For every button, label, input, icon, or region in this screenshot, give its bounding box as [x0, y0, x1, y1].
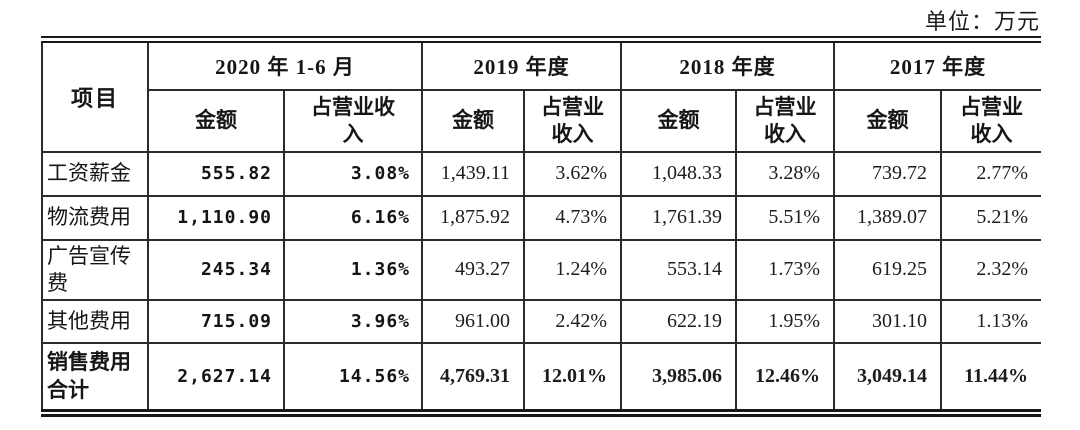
col-header-amount-2020h1: 金额 — [147, 88, 285, 153]
table-cell: 553.14 — [620, 238, 737, 302]
col-header-period-2019: 2019 年度 — [421, 38, 622, 91]
col-header-ratio-2017: 占营业收入 — [940, 88, 1041, 153]
table-cell: 11.44% — [940, 342, 1041, 415]
table-cell: 3,985.06 — [620, 342, 737, 415]
table-cell: 3.08% — [283, 150, 423, 197]
table-cell: 301.10 — [833, 299, 942, 345]
table-cell: 1,110.90 — [147, 194, 285, 241]
selling-expenses-table: 项目 2020 年 1-6 月 2019 年度 2018 年度 2017 年度 … — [41, 36, 1041, 418]
row-label: 工资薪金 — [41, 150, 149, 197]
col-header-period-2017: 2017 年度 — [833, 38, 1041, 91]
table-cell: 555.82 — [147, 150, 285, 197]
table-cell: 2.32% — [940, 238, 1041, 302]
col-header-period-2020h1: 2020 年 1-6 月 — [147, 38, 423, 91]
row-label: 其他费用 — [41, 299, 149, 345]
table-cell: 715.09 — [147, 299, 285, 345]
col-header-ratio-2018: 占营业收入 — [735, 88, 835, 153]
table-cell: 1.95% — [735, 299, 835, 345]
col-header-ratio-2020h1: 占营业收入 — [283, 88, 423, 153]
table-cell: 1.73% — [735, 238, 835, 302]
table-cell: 739.72 — [833, 150, 942, 197]
table-cell: 3.62% — [523, 150, 622, 197]
table-row-total: 销售费用合计 2,627.14 14.56% 4,769.31 12.01% 3… — [41, 342, 1041, 415]
table-cell: 1.36% — [283, 238, 423, 302]
table-cell: 14.56% — [283, 342, 423, 415]
table-cell: 6.16% — [283, 194, 423, 241]
table-row-other: 其他费用 715.09 3.96% 961.00 2.42% 622.19 1.… — [41, 299, 1041, 345]
table-cell: 1.24% — [523, 238, 622, 302]
table-cell: 245.34 — [147, 238, 285, 302]
ratio-label: 占营业收入 — [311, 95, 395, 146]
table-cell: 1,389.07 — [833, 194, 942, 241]
ratio-label: 占营业收入 — [960, 95, 1023, 146]
col-header-amount-2019: 金额 — [421, 88, 525, 153]
col-header-period-2018: 2018 年度 — [620, 38, 835, 91]
row-label: 销售费用合计 — [41, 342, 149, 415]
table-cell: 961.00 — [421, 299, 525, 345]
row-label: 广告宣传费 — [41, 238, 149, 302]
table-cell: 12.46% — [735, 342, 835, 415]
table-cell: 1,439.11 — [421, 150, 525, 197]
table-cell: 2,627.14 — [147, 342, 285, 415]
table-cell: 1.13% — [940, 299, 1041, 345]
table-cell: 1,875.92 — [421, 194, 525, 241]
table-cell: 12.01% — [523, 342, 622, 415]
table-cell: 1,048.33 — [620, 150, 737, 197]
table-cell: 3.96% — [283, 299, 423, 345]
ratio-label: 占营业收入 — [541, 95, 604, 146]
table-cell: 619.25 — [833, 238, 942, 302]
table-row-salaries: 工资薪金 555.82 3.08% 1,439.11 3.62% 1,048.3… — [41, 150, 1041, 197]
table-cell: 2.77% — [940, 150, 1041, 197]
table-cell: 1,761.39 — [620, 194, 737, 241]
col-header-amount-2018: 金额 — [620, 88, 737, 153]
table-row-logistics: 物流费用 1,110.90 6.16% 1,875.92 4.73% 1,761… — [41, 194, 1041, 241]
table-cell: 3,049.14 — [833, 342, 942, 415]
header-row-periods: 项目 2020 年 1-6 月 2019 年度 2018 年度 2017 年度 — [41, 38, 1041, 153]
table-cell: 493.27 — [421, 238, 525, 302]
row-label: 物流费用 — [41, 194, 149, 241]
col-header-ratio-2019: 占营业收入 — [523, 88, 622, 153]
table-cell: 4.73% — [523, 194, 622, 241]
table-cell: 5.51% — [735, 194, 835, 241]
table-cell: 622.19 — [620, 299, 737, 345]
table-cell: 2.42% — [523, 299, 622, 345]
col-header-item: 项目 — [41, 38, 149, 153]
ratio-label: 占营业收入 — [753, 95, 817, 146]
unit-label: 单位：万元 — [924, 9, 1040, 34]
col-header-amount-2017: 金额 — [833, 88, 942, 153]
table-row-advertising: 广告宣传费 245.34 1.36% 493.27 1.24% 553.14 1… — [41, 238, 1041, 302]
header-row-measures: 金额 占营业收入 金额 占营业收入 金额 占营业收入 金额 占营业收入 — [42, 88, 1041, 153]
table-cell: 4,769.31 — [421, 342, 525, 415]
table-cell: 3.28% — [735, 150, 835, 197]
table-cell: 5.21% — [940, 194, 1041, 241]
